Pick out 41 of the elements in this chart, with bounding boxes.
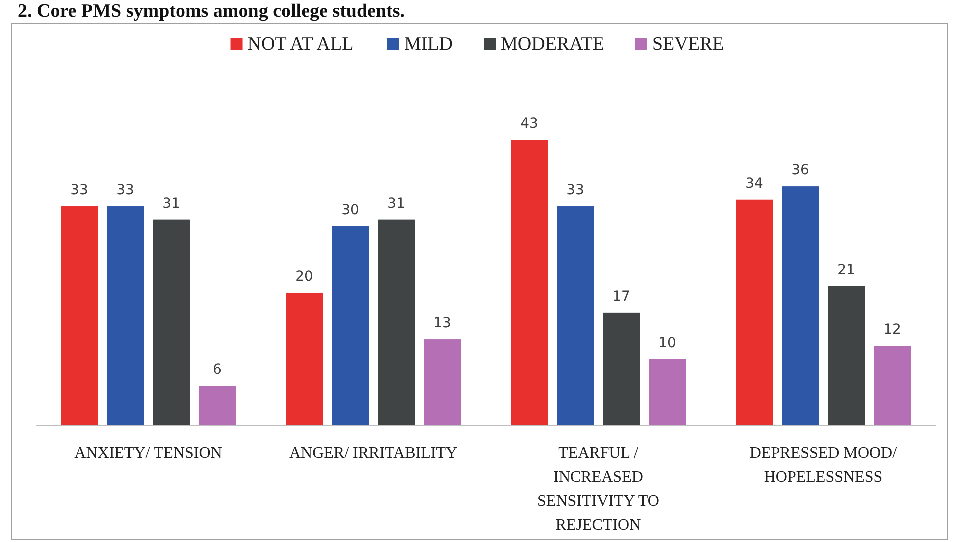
- legend-label: MILD: [404, 34, 454, 55]
- x-tick-label: DEPRESSED MOOD/ HOPELESSNESS: [750, 445, 898, 486]
- data-label: 34: [746, 176, 764, 192]
- bar: [107, 206, 144, 426]
- bar: [603, 312, 640, 426]
- bar: [511, 140, 548, 426]
- x-tick-label: ANGER/ IRRITABILITY: [289, 445, 458, 462]
- bar: [874, 346, 911, 426]
- bar: [736, 200, 773, 426]
- data-label: 31: [388, 196, 406, 212]
- data-label: 12: [884, 322, 902, 338]
- legend-label: NOT AT ALL: [248, 34, 354, 55]
- data-label: 33: [70, 182, 88, 199]
- data-label: 33: [566, 182, 584, 199]
- legend-label: MODERATE: [501, 34, 604, 55]
- data-label: 17: [612, 288, 630, 305]
- data-label: 33: [116, 182, 134, 199]
- x-tick-label: TEARFUL / INCREASED SENSITIVITY TO REJECTION: [538, 445, 660, 534]
- bar: [649, 359, 686, 426]
- data-label: 43: [520, 116, 538, 132]
- data-label: 21: [838, 262, 856, 278]
- bar: [61, 206, 98, 426]
- data-label: 30: [342, 202, 360, 218]
- legend-label: SEVERE: [652, 34, 724, 55]
- data-label: 10: [658, 335, 676, 352]
- bar: [153, 220, 190, 426]
- bar: [828, 286, 865, 426]
- data-label: 20: [296, 268, 314, 285]
- chart-title: 2. Core PMS symptoms among college students.: [18, 1, 406, 22]
- data-label: 36: [792, 162, 810, 179]
- x-tick-label: ANXIETY/ TENSION: [74, 445, 223, 462]
- bar: [332, 226, 369, 426]
- bar: [199, 386, 236, 426]
- data-label: 6: [213, 362, 222, 378]
- bar: [424, 340, 461, 426]
- bar: [378, 220, 415, 426]
- data-label: 13: [434, 316, 452, 332]
- bar: [286, 292, 323, 426]
- data-label: 31: [162, 196, 180, 212]
- bar: [782, 186, 819, 426]
- bar: [557, 206, 594, 426]
